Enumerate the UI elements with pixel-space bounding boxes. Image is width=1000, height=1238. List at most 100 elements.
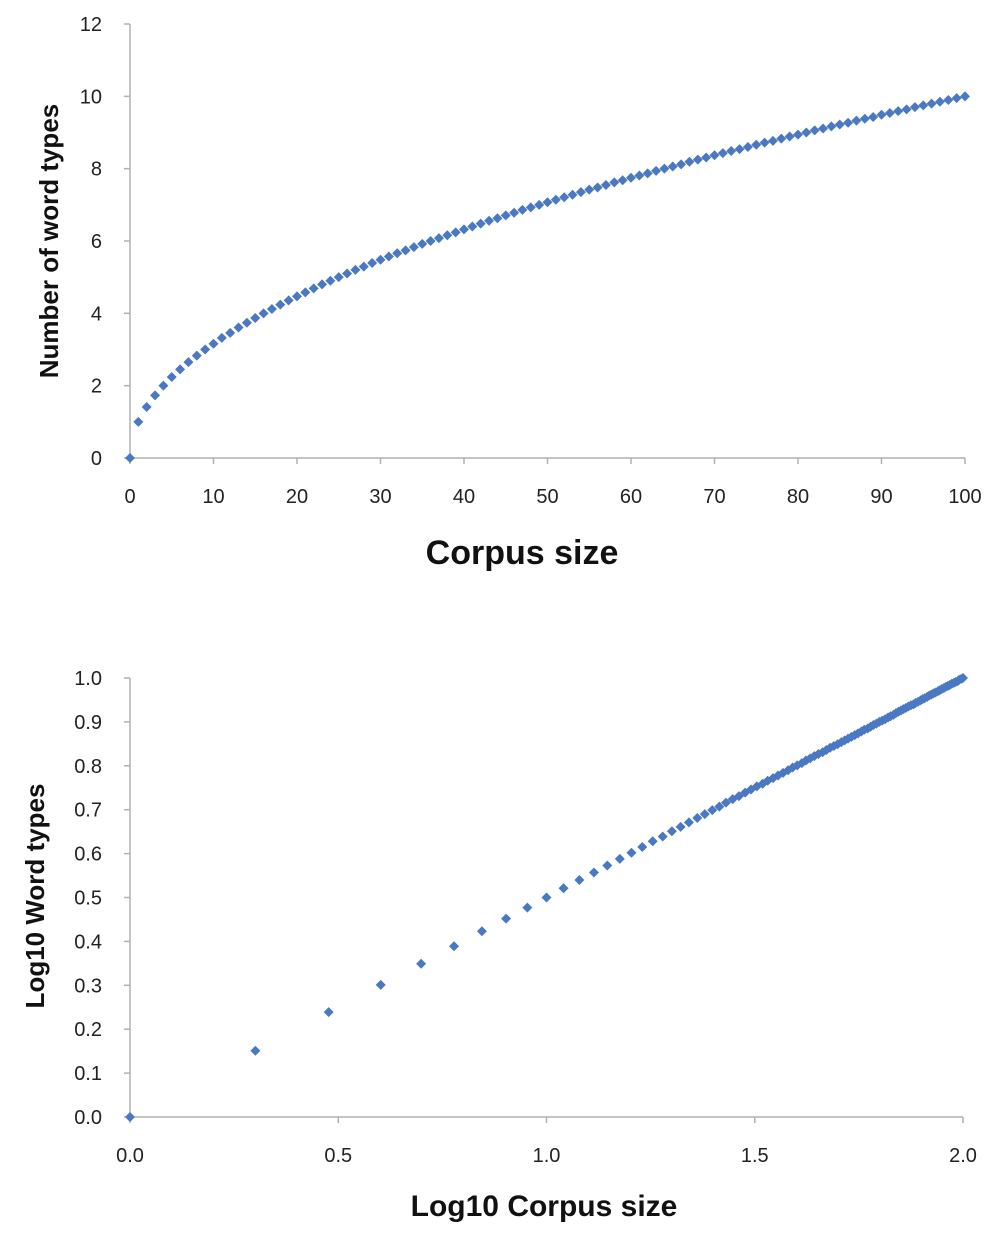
x-tick-label: 40 bbox=[453, 486, 475, 508]
data-point bbox=[859, 113, 870, 124]
x-tick-label: 2.0 bbox=[949, 1145, 977, 1167]
data-point bbox=[721, 797, 732, 808]
data-point bbox=[592, 182, 603, 193]
data-point bbox=[225, 327, 236, 338]
data-point bbox=[342, 268, 353, 279]
data-point bbox=[541, 892, 552, 903]
data-point bbox=[459, 224, 469, 235]
data-point bbox=[609, 177, 620, 188]
x-tick-label: 10 bbox=[202, 486, 224, 508]
y-tick-label: 6 bbox=[91, 231, 102, 253]
data-point bbox=[934, 96, 945, 107]
data-point bbox=[584, 184, 595, 195]
data-point bbox=[893, 106, 904, 117]
data-point bbox=[501, 913, 512, 924]
data-point bbox=[751, 139, 762, 150]
data-point bbox=[542, 197, 553, 208]
y-tick-label: 0.5 bbox=[74, 888, 102, 910]
data-point bbox=[333, 272, 344, 283]
data-point bbox=[442, 230, 453, 241]
data-point bbox=[834, 119, 845, 130]
data-point bbox=[647, 836, 658, 847]
data-point bbox=[400, 245, 411, 256]
y-tick-label: 0 bbox=[91, 448, 102, 470]
x-tick-label: 60 bbox=[620, 486, 642, 508]
y-tick-label: 4 bbox=[91, 303, 102, 325]
data-point bbox=[826, 121, 837, 132]
data-point bbox=[918, 100, 929, 111]
data-point bbox=[666, 826, 677, 837]
data-point bbox=[266, 303, 277, 314]
x-axis-title: Corpus size bbox=[426, 534, 619, 572]
data-point bbox=[241, 317, 252, 328]
y-tick-label: 2 bbox=[91, 376, 102, 398]
y-axis-title: Number of word types bbox=[34, 104, 64, 378]
data-point bbox=[960, 91, 970, 102]
data-point bbox=[141, 402, 152, 413]
y-tick-label: 0.2 bbox=[74, 1019, 102, 1041]
x-tick-label: 30 bbox=[369, 486, 391, 508]
data-point bbox=[734, 144, 745, 155]
data-point bbox=[300, 287, 311, 298]
data-point bbox=[675, 821, 686, 832]
data-point bbox=[574, 874, 585, 885]
y-axis-title: Log10 Word types bbox=[20, 784, 50, 1009]
y-tick-label: 12 bbox=[80, 14, 102, 36]
data-point bbox=[683, 817, 694, 828]
data-point bbox=[692, 154, 703, 165]
data-point bbox=[614, 853, 625, 864]
y-tick-label: 0.7 bbox=[74, 800, 102, 822]
data-point bbox=[843, 117, 854, 128]
data-point bbox=[851, 115, 862, 126]
data-point bbox=[588, 867, 599, 878]
data-point bbox=[909, 102, 920, 113]
data-point bbox=[358, 261, 369, 272]
y-tick-label: 0.4 bbox=[74, 931, 102, 953]
x-tick-label: 90 bbox=[870, 486, 892, 508]
data-point bbox=[767, 135, 778, 146]
data-point bbox=[534, 199, 545, 210]
y-tick-label: 0.6 bbox=[74, 844, 102, 866]
data-point bbox=[283, 295, 294, 306]
data-point bbox=[450, 227, 461, 238]
data-point bbox=[375, 254, 386, 265]
data-point bbox=[125, 453, 135, 463]
data-point bbox=[323, 1007, 334, 1018]
y-tick-label: 0.3 bbox=[74, 975, 102, 997]
data-point bbox=[642, 168, 653, 179]
data-point bbox=[350, 264, 361, 275]
y-tick-label: 0.0 bbox=[74, 1107, 102, 1129]
data-point bbox=[325, 275, 336, 286]
data-point bbox=[659, 163, 670, 174]
data-point bbox=[433, 233, 444, 244]
data-point bbox=[901, 104, 912, 115]
data-point bbox=[707, 805, 718, 816]
data-point bbox=[191, 350, 202, 361]
data-point bbox=[559, 192, 570, 203]
data-point bbox=[166, 371, 177, 382]
data-point bbox=[158, 380, 169, 391]
data-point bbox=[651, 165, 662, 176]
data-point bbox=[367, 258, 378, 269]
data-point bbox=[692, 813, 703, 824]
data-point bbox=[575, 187, 586, 198]
x-tick-label: 20 bbox=[286, 486, 308, 508]
chart-2: 0.0 0.1 0.2 0.3 0.4 0.5 0.6 0.7 0.8 0.9 1.0 0.0 0.5 1… bbox=[20, 668, 977, 1223]
data-point bbox=[522, 902, 533, 913]
x-tick-label: 100 bbox=[948, 486, 981, 508]
data-point bbox=[717, 148, 728, 159]
data-point bbox=[250, 1045, 261, 1056]
data-point bbox=[175, 364, 186, 375]
data-point bbox=[392, 248, 403, 259]
data-point bbox=[292, 291, 302, 302]
y-tick-label: 0.9 bbox=[74, 712, 102, 734]
data-point bbox=[637, 842, 648, 853]
data-point bbox=[484, 215, 495, 226]
data-point bbox=[699, 809, 710, 820]
data-point bbox=[517, 204, 528, 215]
data-point bbox=[233, 322, 244, 333]
data-point bbox=[617, 175, 628, 186]
data-point bbox=[600, 179, 611, 190]
data-point bbox=[125, 1112, 135, 1122]
data-point bbox=[667, 161, 678, 172]
